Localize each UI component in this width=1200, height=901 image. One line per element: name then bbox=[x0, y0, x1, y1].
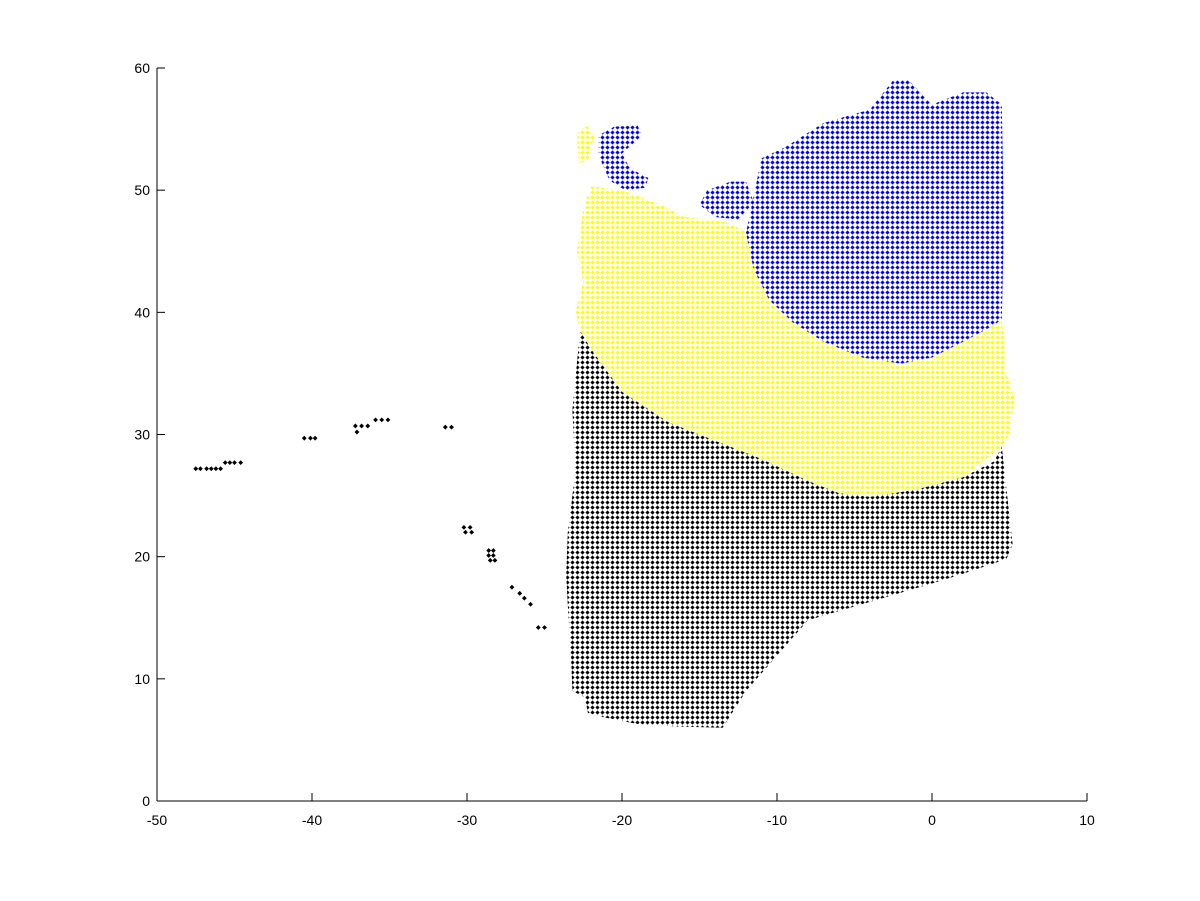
data-point-0-37 bbox=[542, 625, 547, 630]
data-point-0-21 bbox=[449, 424, 454, 430]
y-tick-label: 60 bbox=[134, 60, 150, 76]
data-point-0-27 bbox=[490, 548, 496, 553]
x-tick-label: -20 bbox=[612, 812, 632, 828]
x-tick-label: 0 bbox=[928, 812, 936, 828]
data-point-0-31 bbox=[492, 557, 498, 563]
scatter-points bbox=[193, 417, 547, 630]
data-point-0-3 bbox=[208, 466, 214, 472]
point-cloud-blue-4 bbox=[699, 181, 754, 220]
data-point-0-25 bbox=[469, 529, 475, 535]
data-point-0-20 bbox=[442, 424, 448, 430]
axes: -50 -40 -30 -20 -10 0 10 0 10 20 30 40 50 60 bbox=[134, 60, 1095, 828]
point-cloud-yellow-1 bbox=[575, 186, 1015, 497]
data-point-0-16 bbox=[354, 429, 360, 435]
data-point-0-2 bbox=[204, 466, 209, 472]
data-point-0-36 bbox=[535, 625, 541, 630]
data-point-0-32 bbox=[509, 584, 515, 590]
data-point-0-24 bbox=[463, 529, 468, 535]
point-cloud-black-0 bbox=[566, 330, 1013, 728]
data-point-0-17 bbox=[373, 417, 378, 423]
data-point-0-34 bbox=[521, 595, 527, 601]
data-point-0-5 bbox=[218, 466, 223, 472]
point-cloud-blue-5 bbox=[598, 125, 649, 191]
data-point-0-0 bbox=[193, 466, 199, 472]
x-tick-label: -40 bbox=[302, 812, 322, 828]
x-tick-label: -10 bbox=[767, 812, 787, 828]
y-tick-label: 0 bbox=[142, 793, 150, 809]
data-point-0-29 bbox=[490, 553, 496, 558]
data-point-0-35 bbox=[528, 601, 533, 607]
x-tick-label: 10 bbox=[1079, 812, 1095, 828]
y-tick-label: 40 bbox=[134, 304, 150, 320]
data-point-0-10 bbox=[301, 435, 307, 441]
data-point-0-4 bbox=[213, 466, 219, 472]
data-point-0-9 bbox=[238, 460, 244, 465]
point-cloud-blue-3 bbox=[746, 80, 1004, 364]
data-point-0-6 bbox=[222, 460, 228, 465]
data-point-0-30 bbox=[487, 557, 493, 563]
data-point-0-22 bbox=[461, 524, 467, 530]
y-tick-label: 30 bbox=[134, 427, 150, 443]
x-tick-label: -50 bbox=[147, 812, 167, 828]
data-point-0-23 bbox=[467, 524, 473, 530]
data-point-0-28 bbox=[486, 553, 492, 558]
data-point-0-33 bbox=[517, 590, 523, 596]
data-point-0-1 bbox=[198, 466, 203, 472]
point-cloud-yellow-2 bbox=[577, 125, 595, 164]
y-tick-label: 10 bbox=[134, 671, 150, 687]
data-point-0-15 bbox=[365, 423, 371, 429]
data-point-0-7 bbox=[227, 460, 233, 465]
point-clouds bbox=[566, 80, 1015, 728]
data-point-0-26 bbox=[486, 548, 492, 553]
y-tick-label: 50 bbox=[134, 182, 150, 198]
data-point-0-12 bbox=[312, 435, 318, 441]
data-point-0-13 bbox=[353, 423, 358, 429]
data-point-0-18 bbox=[379, 417, 385, 423]
data-point-0-14 bbox=[359, 423, 364, 429]
data-point-0-8 bbox=[232, 460, 237, 465]
y-tick-label: 20 bbox=[134, 549, 150, 565]
x-tick-label: -30 bbox=[457, 812, 477, 828]
data-point-0-11 bbox=[308, 435, 313, 441]
data-point-0-19 bbox=[385, 417, 391, 423]
